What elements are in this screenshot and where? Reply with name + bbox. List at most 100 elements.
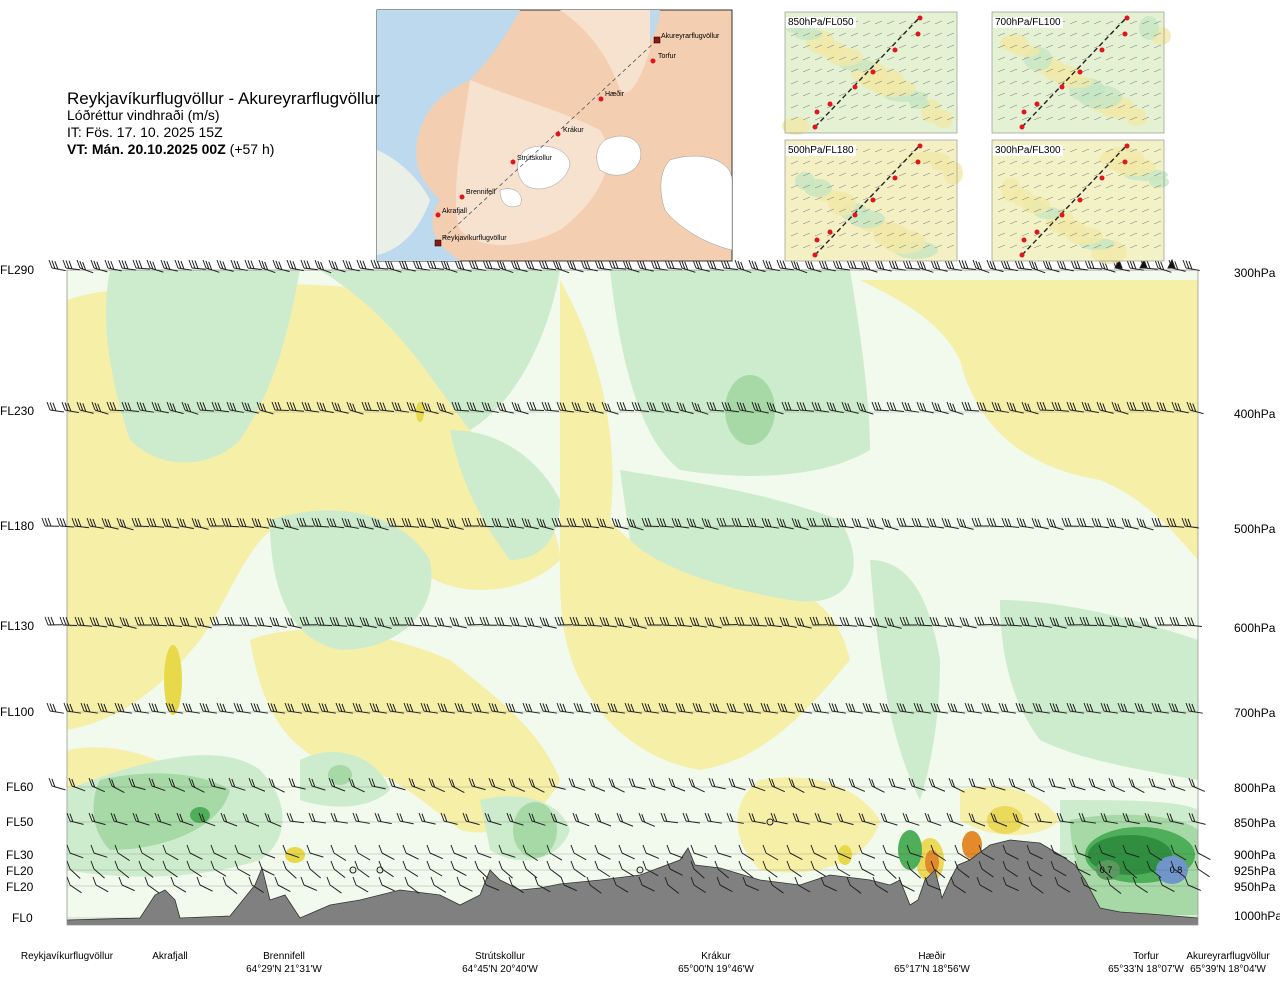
wind-barb [154, 812, 172, 826]
wind-barb [451, 401, 470, 412]
fl-label: FL20 [6, 864, 34, 878]
wind-barb [841, 401, 859, 414]
wind-barb [768, 876, 784, 894]
wind-barb [1006, 401, 1024, 414]
wind-barb [976, 401, 994, 413]
wind-barb [788, 777, 805, 794]
wind-barb [1188, 777, 1206, 792]
wind-barb [511, 401, 529, 415]
updraft-area [860, 280, 1198, 560]
wind-barb [471, 702, 489, 714]
wind-barb [166, 401, 184, 415]
wind-barb [148, 777, 166, 792]
wind-barb [1034, 616, 1052, 628]
wind-barb [44, 616, 63, 626]
parameter-label: Lóðréttur vindhraði (m/s) [67, 107, 220, 123]
wind-barb [176, 517, 194, 530]
wind-barb [762, 844, 779, 861]
wind-barb [539, 702, 557, 714]
wind-barb [978, 844, 995, 861]
downdraft-area [513, 802, 557, 858]
wind-barb [1156, 401, 1174, 413]
wind-barb [437, 702, 455, 714]
wind-barb [926, 517, 944, 529]
wind-barb [675, 702, 693, 714]
vertical-velocity-field [67, 270, 1198, 925]
wind-barb [641, 517, 660, 527]
wind-barb [624, 702, 642, 714]
route-point-label: Torfur 65°33'N 18°07'W [1108, 951, 1184, 975]
wind-barb [726, 812, 744, 824]
chart-title-block: Reykjavíkurflugvöllur - Akureyrarflugvöl… [67, 90, 380, 158]
wind-barb [1064, 616, 1083, 626]
wind-barb [834, 844, 851, 860]
wind-barb [658, 702, 676, 714]
wind-barb [371, 517, 389, 531]
level-panel-content [784, 139, 963, 262]
wind-barb [378, 876, 395, 892]
wind-barb [136, 401, 154, 413]
updraft-core [987, 806, 1023, 834]
wind-barb [216, 259, 234, 272]
wind-barb [199, 702, 217, 714]
wind-barb [777, 702, 795, 714]
wind-barb [104, 616, 122, 629]
fl-label: FL100 [0, 705, 35, 719]
wind-barb [1002, 860, 1019, 878]
wind-barb [1015, 702, 1033, 714]
updraft-core [838, 845, 852, 865]
wind-barb [374, 812, 392, 825]
pressure-label: 400hPa [1234, 407, 1276, 421]
map-waypoint-label: Strútskollur [517, 155, 553, 162]
wind-barb [1079, 616, 1098, 626]
wind-barb [1074, 844, 1092, 859]
wind-barb [1117, 702, 1135, 714]
updraft-core [285, 847, 305, 863]
wind-barb [971, 517, 989, 527]
wind-barb [790, 259, 808, 274]
wind-barb [858, 860, 875, 877]
wind-barb [862, 702, 880, 714]
wind-barb [300, 259, 318, 271]
wind-barb [230, 259, 248, 271]
wind-barb [607, 702, 625, 714]
wind-barb [1070, 259, 1088, 271]
wind-barb [868, 777, 885, 793]
wind-barb [748, 777, 766, 792]
lead-time: (+57 h) [229, 141, 275, 157]
level-panel-content [991, 11, 1171, 134]
wind-barb [642, 860, 659, 877]
wind-barb [402, 844, 419, 860]
downdraft-area [320, 270, 560, 430]
pressure-label: 300hPa [1234, 266, 1276, 280]
wind-barb [1151, 517, 1170, 527]
wind-barb [426, 860, 443, 877]
wind-barb [888, 777, 906, 790]
wind-barb [41, 517, 60, 527]
glacier [499, 188, 522, 208]
wind-barb [584, 616, 602, 627]
wind-barb [641, 702, 659, 714]
route-map [376, 9, 733, 262]
wind-barb [468, 259, 486, 271]
wind-barb [560, 876, 577, 892]
wind-barb [97, 702, 115, 714]
wind-barb [299, 616, 318, 626]
wind-barb [402, 860, 419, 877]
wind-barb [258, 860, 275, 876]
calm-marker [376, 866, 384, 874]
wind-barb [179, 616, 197, 628]
wind-barb [1049, 702, 1067, 714]
wind-barb [1048, 777, 1066, 790]
wind-barb [496, 401, 514, 414]
wind-barb [796, 401, 814, 412]
downdraft-area [610, 270, 870, 476]
calm-marker [766, 818, 774, 826]
wind-barb [541, 401, 559, 412]
wind-barb [335, 702, 353, 714]
wind-barb [62, 259, 80, 271]
wind-barb [406, 401, 424, 414]
wind-barb [462, 812, 480, 826]
downdraft-area [270, 510, 432, 650]
wind-barb [581, 517, 599, 529]
